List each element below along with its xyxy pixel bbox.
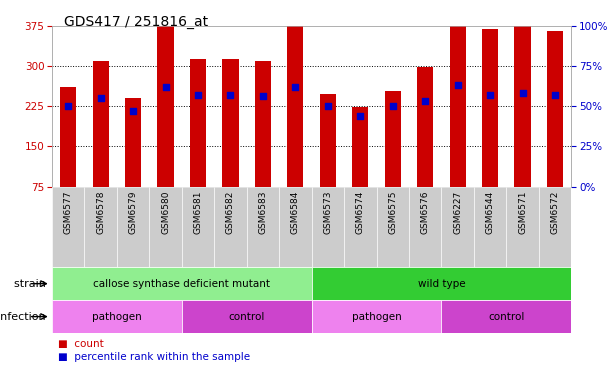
Text: GSM6584: GSM6584 <box>291 191 300 234</box>
Bar <box>52 187 84 267</box>
Bar <box>214 187 247 267</box>
Bar <box>149 187 182 267</box>
Bar <box>385 91 401 187</box>
Text: GSM6544: GSM6544 <box>486 191 495 234</box>
Bar <box>514 26 531 187</box>
Text: GSM6227: GSM6227 <box>453 191 462 234</box>
Bar <box>417 67 433 187</box>
Point <box>420 98 430 104</box>
Bar <box>84 187 117 267</box>
Bar <box>92 60 109 187</box>
Point <box>356 113 365 119</box>
Text: GSM6581: GSM6581 <box>194 191 202 234</box>
Bar <box>222 59 238 187</box>
Bar <box>312 300 442 333</box>
Point <box>323 103 333 109</box>
Point <box>128 108 138 114</box>
Text: GSM6578: GSM6578 <box>96 191 105 234</box>
Point <box>193 92 203 98</box>
Bar <box>190 59 206 187</box>
Bar <box>182 300 312 333</box>
Point <box>485 92 495 98</box>
Text: GSM6577: GSM6577 <box>64 191 73 234</box>
Bar <box>474 187 507 267</box>
Bar <box>547 31 563 187</box>
Bar <box>287 26 304 187</box>
Bar <box>279 187 312 267</box>
Text: strain: strain <box>13 279 49 289</box>
Point <box>550 92 560 98</box>
Point <box>290 84 300 90</box>
Bar <box>450 15 466 187</box>
Text: GSM6579: GSM6579 <box>128 191 137 234</box>
Text: GSM6583: GSM6583 <box>258 191 268 234</box>
Text: infection: infection <box>0 311 49 322</box>
Point <box>258 94 268 100</box>
Text: GSM6571: GSM6571 <box>518 191 527 234</box>
Text: callose synthase deficient mutant: callose synthase deficient mutant <box>93 279 270 289</box>
Bar <box>312 267 571 300</box>
Text: wild type: wild type <box>418 279 465 289</box>
Bar <box>125 98 141 187</box>
Point <box>388 103 398 109</box>
Bar <box>255 60 271 187</box>
Point <box>453 82 463 88</box>
Text: GSM6575: GSM6575 <box>388 191 397 234</box>
Point <box>518 90 527 96</box>
Point <box>96 95 106 101</box>
Text: GDS417 / 251816_at: GDS417 / 251816_at <box>64 15 208 29</box>
Bar <box>60 87 76 187</box>
Text: GSM6582: GSM6582 <box>226 191 235 234</box>
Text: GSM6574: GSM6574 <box>356 191 365 234</box>
Text: pathogen: pathogen <box>352 311 401 322</box>
Point <box>161 84 170 90</box>
Bar <box>442 187 474 267</box>
Point <box>64 103 73 109</box>
Text: GSM6576: GSM6576 <box>421 191 430 234</box>
Text: control: control <box>229 311 265 322</box>
Bar <box>312 187 344 267</box>
Point <box>225 92 235 98</box>
Bar <box>442 300 571 333</box>
Text: control: control <box>488 311 525 322</box>
Bar <box>344 187 376 267</box>
Bar <box>539 187 571 267</box>
Bar <box>182 187 214 267</box>
Bar <box>409 187 442 267</box>
Bar <box>376 187 409 267</box>
Bar <box>320 94 336 187</box>
Bar <box>158 22 174 187</box>
Bar <box>117 187 149 267</box>
Text: pathogen: pathogen <box>92 311 142 322</box>
Bar <box>52 300 182 333</box>
Text: GSM6572: GSM6572 <box>551 191 560 234</box>
Bar <box>482 29 498 187</box>
Text: GSM6580: GSM6580 <box>161 191 170 234</box>
Text: GSM6573: GSM6573 <box>323 191 332 234</box>
Text: ■  percentile rank within the sample: ■ percentile rank within the sample <box>58 352 250 362</box>
Bar <box>507 187 539 267</box>
Bar <box>52 267 312 300</box>
Text: ■  count: ■ count <box>58 339 104 348</box>
Bar <box>247 187 279 267</box>
Bar <box>352 107 368 187</box>
